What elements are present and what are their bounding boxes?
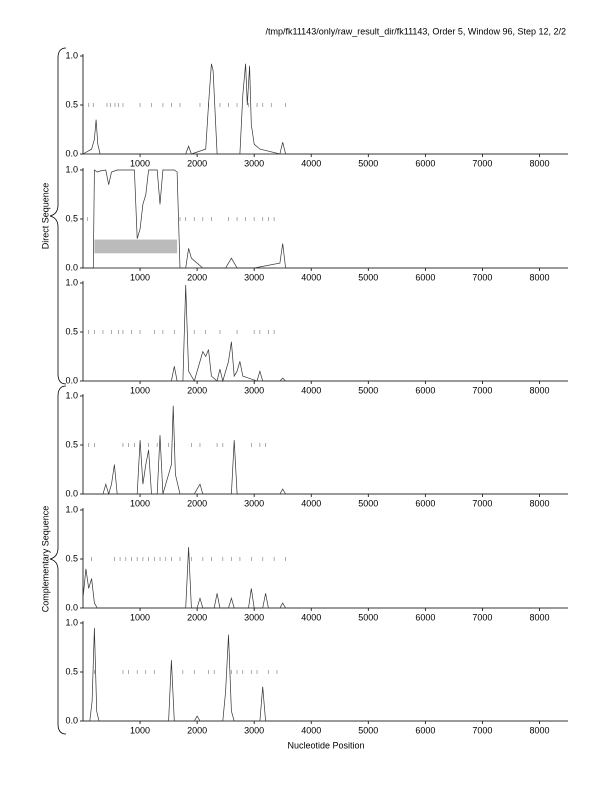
x-tick-label: 2000 <box>187 272 207 282</box>
y-tick-label: 1.0 <box>65 390 78 400</box>
x-tick-label: 8000 <box>529 385 549 395</box>
x-tick-label: 3000 <box>244 272 264 282</box>
x-tick-label: 7000 <box>472 725 492 735</box>
group-label: Direct Sequence <box>40 183 50 250</box>
x-tick-label: 4000 <box>301 158 321 168</box>
x-tick-label: 5000 <box>358 385 378 395</box>
x-tick-label: 3000 <box>244 158 264 168</box>
x-tick-label: 4000 <box>301 725 321 735</box>
x-tick-label: 8000 <box>529 725 549 735</box>
y-tick-label: 0.5 <box>65 666 78 676</box>
y-tick-label: 0.0 <box>65 488 78 498</box>
x-tick-label: 4000 <box>301 612 321 622</box>
line <box>83 169 568 269</box>
y-tick-label: 0.5 <box>65 326 78 336</box>
x-tick-label: 2000 <box>187 725 207 735</box>
line <box>83 405 568 496</box>
y-tick-label: 0.5 <box>65 99 78 109</box>
line <box>82 63 568 155</box>
x-tick-label: 1000 <box>130 272 150 282</box>
line <box>83 627 568 722</box>
x-tick-label: 2000 <box>187 385 207 395</box>
x-tick-label: 5000 <box>358 725 378 735</box>
x-tick-label: 2000 <box>187 612 207 622</box>
x-tick-label: 5000 <box>358 272 378 282</box>
x-tick-label: 6000 <box>415 272 435 282</box>
y-tick-label: 0.0 <box>65 148 78 158</box>
x-tick-label: 3000 <box>244 725 264 735</box>
y-tick-label: 1.0 <box>65 504 78 514</box>
y-tick-label: 1.0 <box>65 164 78 174</box>
x-tick-label: 8000 <box>529 498 549 508</box>
brace <box>49 47 67 385</box>
x-tick-label: 6000 <box>415 612 435 622</box>
x-tick-label: 1000 <box>130 385 150 395</box>
brace <box>49 385 67 735</box>
x-tick-label: 8000 <box>529 272 549 282</box>
y-tick-label: 0.0 <box>65 262 78 272</box>
x-tick-label: 4000 <box>301 385 321 395</box>
line <box>82 547 568 609</box>
y-tick-label: 0.5 <box>65 213 78 223</box>
x-tick-label: 3000 <box>244 612 264 622</box>
x-tick-label: 1000 <box>130 612 150 622</box>
y-tick-label: 0.5 <box>65 553 78 563</box>
x-tick-label: 6000 <box>415 725 435 735</box>
y-tick-label: 1.0 <box>65 617 78 627</box>
y-tick-label: 1.0 <box>65 50 78 60</box>
x-tick-label: 7000 <box>472 158 492 168</box>
x-tick-label: 4000 <box>301 498 321 508</box>
x-tick-label: 8000 <box>529 612 549 622</box>
header: /tmp/fk11143/only/raw_result_dir/fk11143… <box>266 26 567 36</box>
x-tick-label: 2000 <box>187 498 207 508</box>
x-tick-label: 7000 <box>472 498 492 508</box>
group-label: Complementary Sequence <box>40 506 50 613</box>
x-tick-label: 4000 <box>301 272 321 282</box>
line <box>83 284 568 383</box>
x-tick-label: 7000 <box>472 385 492 395</box>
x-tick-label: 3000 <box>244 385 264 395</box>
x-tick-label: 5000 <box>358 158 378 168</box>
x-tick-label: 7000 <box>472 272 492 282</box>
x-tick-label: 8000 <box>529 158 549 168</box>
x-tick-label: 5000 <box>358 612 378 622</box>
x-tick-label: 1000 <box>130 498 150 508</box>
y-tick-label: 0.5 <box>65 439 78 449</box>
x-tick-label: 6000 <box>415 498 435 508</box>
y-tick-label: 0.0 <box>65 602 78 612</box>
x-tick-label: 6000 <box>415 158 435 168</box>
x-tick-label: 3000 <box>244 498 264 508</box>
y-tick-label: 0.0 <box>65 715 78 725</box>
x-tick-label: 2000 <box>187 158 207 168</box>
x-tick-label: 1000 <box>130 725 150 735</box>
y-tick-label: 1.0 <box>65 277 78 287</box>
x-tick-label: 1000 <box>130 158 150 168</box>
x-tick-label: 5000 <box>358 498 378 508</box>
y-tick-label: 0.0 <box>65 375 78 385</box>
x-tick-label: 7000 <box>472 612 492 622</box>
x-axis-label: Nucleotide Position <box>287 740 364 750</box>
orf-region <box>94 239 178 254</box>
x-tick-label: 6000 <box>415 385 435 395</box>
